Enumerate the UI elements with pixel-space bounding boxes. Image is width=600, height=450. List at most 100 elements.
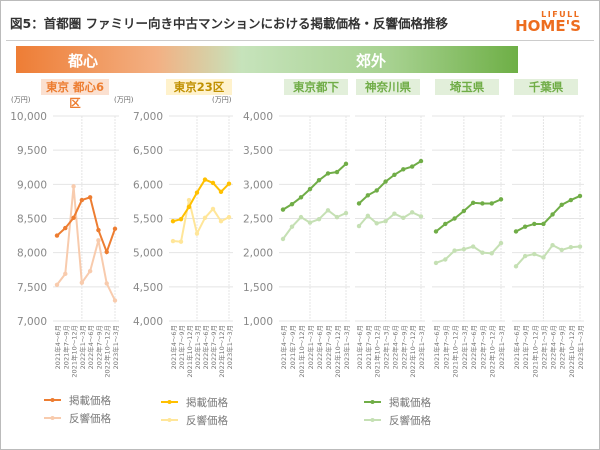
- x-tick-label: 2021年4～6月: [432, 325, 441, 369]
- data-point: [480, 250, 485, 255]
- x-tick-label: 2023年1～3月: [111, 325, 120, 369]
- data-point: [356, 201, 362, 206]
- x-tick-label: 2022年4～6月: [315, 325, 324, 369]
- y-tick-label: 6,500: [133, 145, 163, 157]
- data-point: [202, 177, 208, 182]
- legend-label: 反響価格: [186, 414, 228, 427]
- x-tick-label: 2023年1～3月: [417, 325, 426, 369]
- data-point: [443, 221, 448, 227]
- x-tick-label: 2022年1～3月: [193, 325, 202, 369]
- y-tick-label: 3,000: [243, 179, 273, 191]
- data-point: [325, 208, 331, 213]
- x-tick-label: 2021年7～9月: [364, 325, 373, 369]
- y-tick-label: 5,000: [133, 248, 163, 260]
- x-tick-label: 2022年10～12月: [567, 325, 576, 378]
- x-tick-label: 2021年4～6月: [355, 325, 364, 369]
- y-tick-label: 9,000: [17, 179, 47, 191]
- data-point: [334, 169, 340, 175]
- x-tick-label: 2021年7～9月: [61, 325, 70, 369]
- x-tick-label: 2021年10～12月: [451, 325, 460, 378]
- data-point: [498, 197, 504, 202]
- data-point: [401, 167, 406, 172]
- data-point: [170, 238, 176, 244]
- data-point: [522, 253, 528, 259]
- x-tick-label: 2023年1～3月: [576, 325, 585, 369]
- x-tick-label: 2022年7～9月: [94, 325, 103, 369]
- x-tick-label: 2022年7～9月: [478, 325, 487, 369]
- y-tick-label: 7,000: [17, 316, 47, 328]
- x-tick-label: 2021年7～9月: [521, 325, 530, 369]
- data-point: [210, 206, 216, 212]
- data-point: [401, 215, 406, 221]
- data-point: [433, 260, 439, 266]
- data-point: [365, 213, 371, 218]
- data-point: [392, 211, 397, 216]
- data-point: [461, 208, 467, 214]
- x-tick-label: 2022年4～6月: [549, 325, 558, 369]
- data-point: [178, 239, 184, 244]
- series-line-listing: [172, 178, 230, 223]
- data-point: [316, 216, 322, 222]
- x-tick-label: 2022年10～12月: [488, 325, 497, 378]
- divider: [6, 40, 594, 41]
- x-tick-label: 2021年10～12月: [373, 325, 382, 378]
- data-point: [409, 164, 415, 169]
- data-point: [71, 184, 76, 189]
- data-point: [112, 226, 118, 231]
- x-tick-label: 2022年1～3月: [306, 325, 315, 369]
- y-tick-label: 8,500: [17, 214, 47, 226]
- data-point: [104, 281, 109, 286]
- panel-label-toshin6: 東京 都心6区: [41, 79, 109, 110]
- x-tick-label: 2021年4～6月: [512, 325, 521, 369]
- data-point: [541, 255, 546, 260]
- legend-label: 反響価格: [69, 412, 111, 425]
- y-tick-label: 7,500: [17, 282, 47, 294]
- data-point: [226, 181, 232, 186]
- data-point: [71, 215, 76, 221]
- data-point: [383, 219, 388, 224]
- data-point: [178, 216, 184, 222]
- x-tick-label: 2023年1～3月: [225, 325, 234, 369]
- y-tick-label: 3,500: [243, 145, 273, 157]
- data-point: [289, 201, 295, 207]
- data-point: [489, 201, 494, 206]
- data-point: [489, 251, 494, 256]
- legend-label: 掲載価格: [69, 394, 111, 407]
- series-line-reaction: [172, 199, 230, 243]
- data-point: [383, 179, 388, 184]
- x-tick-label: 2021年10～12月: [185, 325, 194, 378]
- panel-label-chiba: 千葉県: [514, 79, 578, 95]
- data-point: [559, 202, 564, 208]
- y-tick-label: 6,000: [133, 179, 163, 191]
- data-point: [409, 210, 415, 215]
- unit-label: (万円): [114, 96, 134, 104]
- x-tick-label: 2022年10～12月: [333, 325, 342, 378]
- data-point: [513, 229, 519, 234]
- y-tick-label: 8,000: [17, 248, 47, 260]
- data-point: [343, 210, 349, 216]
- y-tick-label: 1,000: [243, 316, 273, 328]
- legend-marker: [370, 400, 375, 404]
- data-point: [443, 257, 448, 262]
- data-point: [186, 204, 192, 210]
- x-tick-label: 2022年7～9月: [324, 325, 333, 369]
- data-point: [54, 233, 60, 238]
- data-point: [365, 193, 371, 198]
- data-point: [433, 229, 439, 234]
- x-tick-label: 2022年4～6月: [390, 325, 399, 369]
- data-point: [559, 247, 564, 253]
- x-tick-label: 2021年7～9月: [441, 325, 450, 369]
- data-point: [568, 245, 574, 250]
- y-tick-label: 2,000: [243, 248, 273, 260]
- data-point: [550, 212, 555, 217]
- x-tick-label: 2022年7～9月: [558, 325, 567, 369]
- data-point: [87, 268, 93, 274]
- data-point: [334, 214, 340, 220]
- data-point: [63, 271, 68, 277]
- data-point: [280, 236, 286, 242]
- y-tick-label: 4,000: [243, 111, 273, 123]
- y-tick-label: 5,500: [133, 214, 163, 226]
- series-line-reaction: [56, 186, 116, 301]
- data-point: [470, 200, 476, 205]
